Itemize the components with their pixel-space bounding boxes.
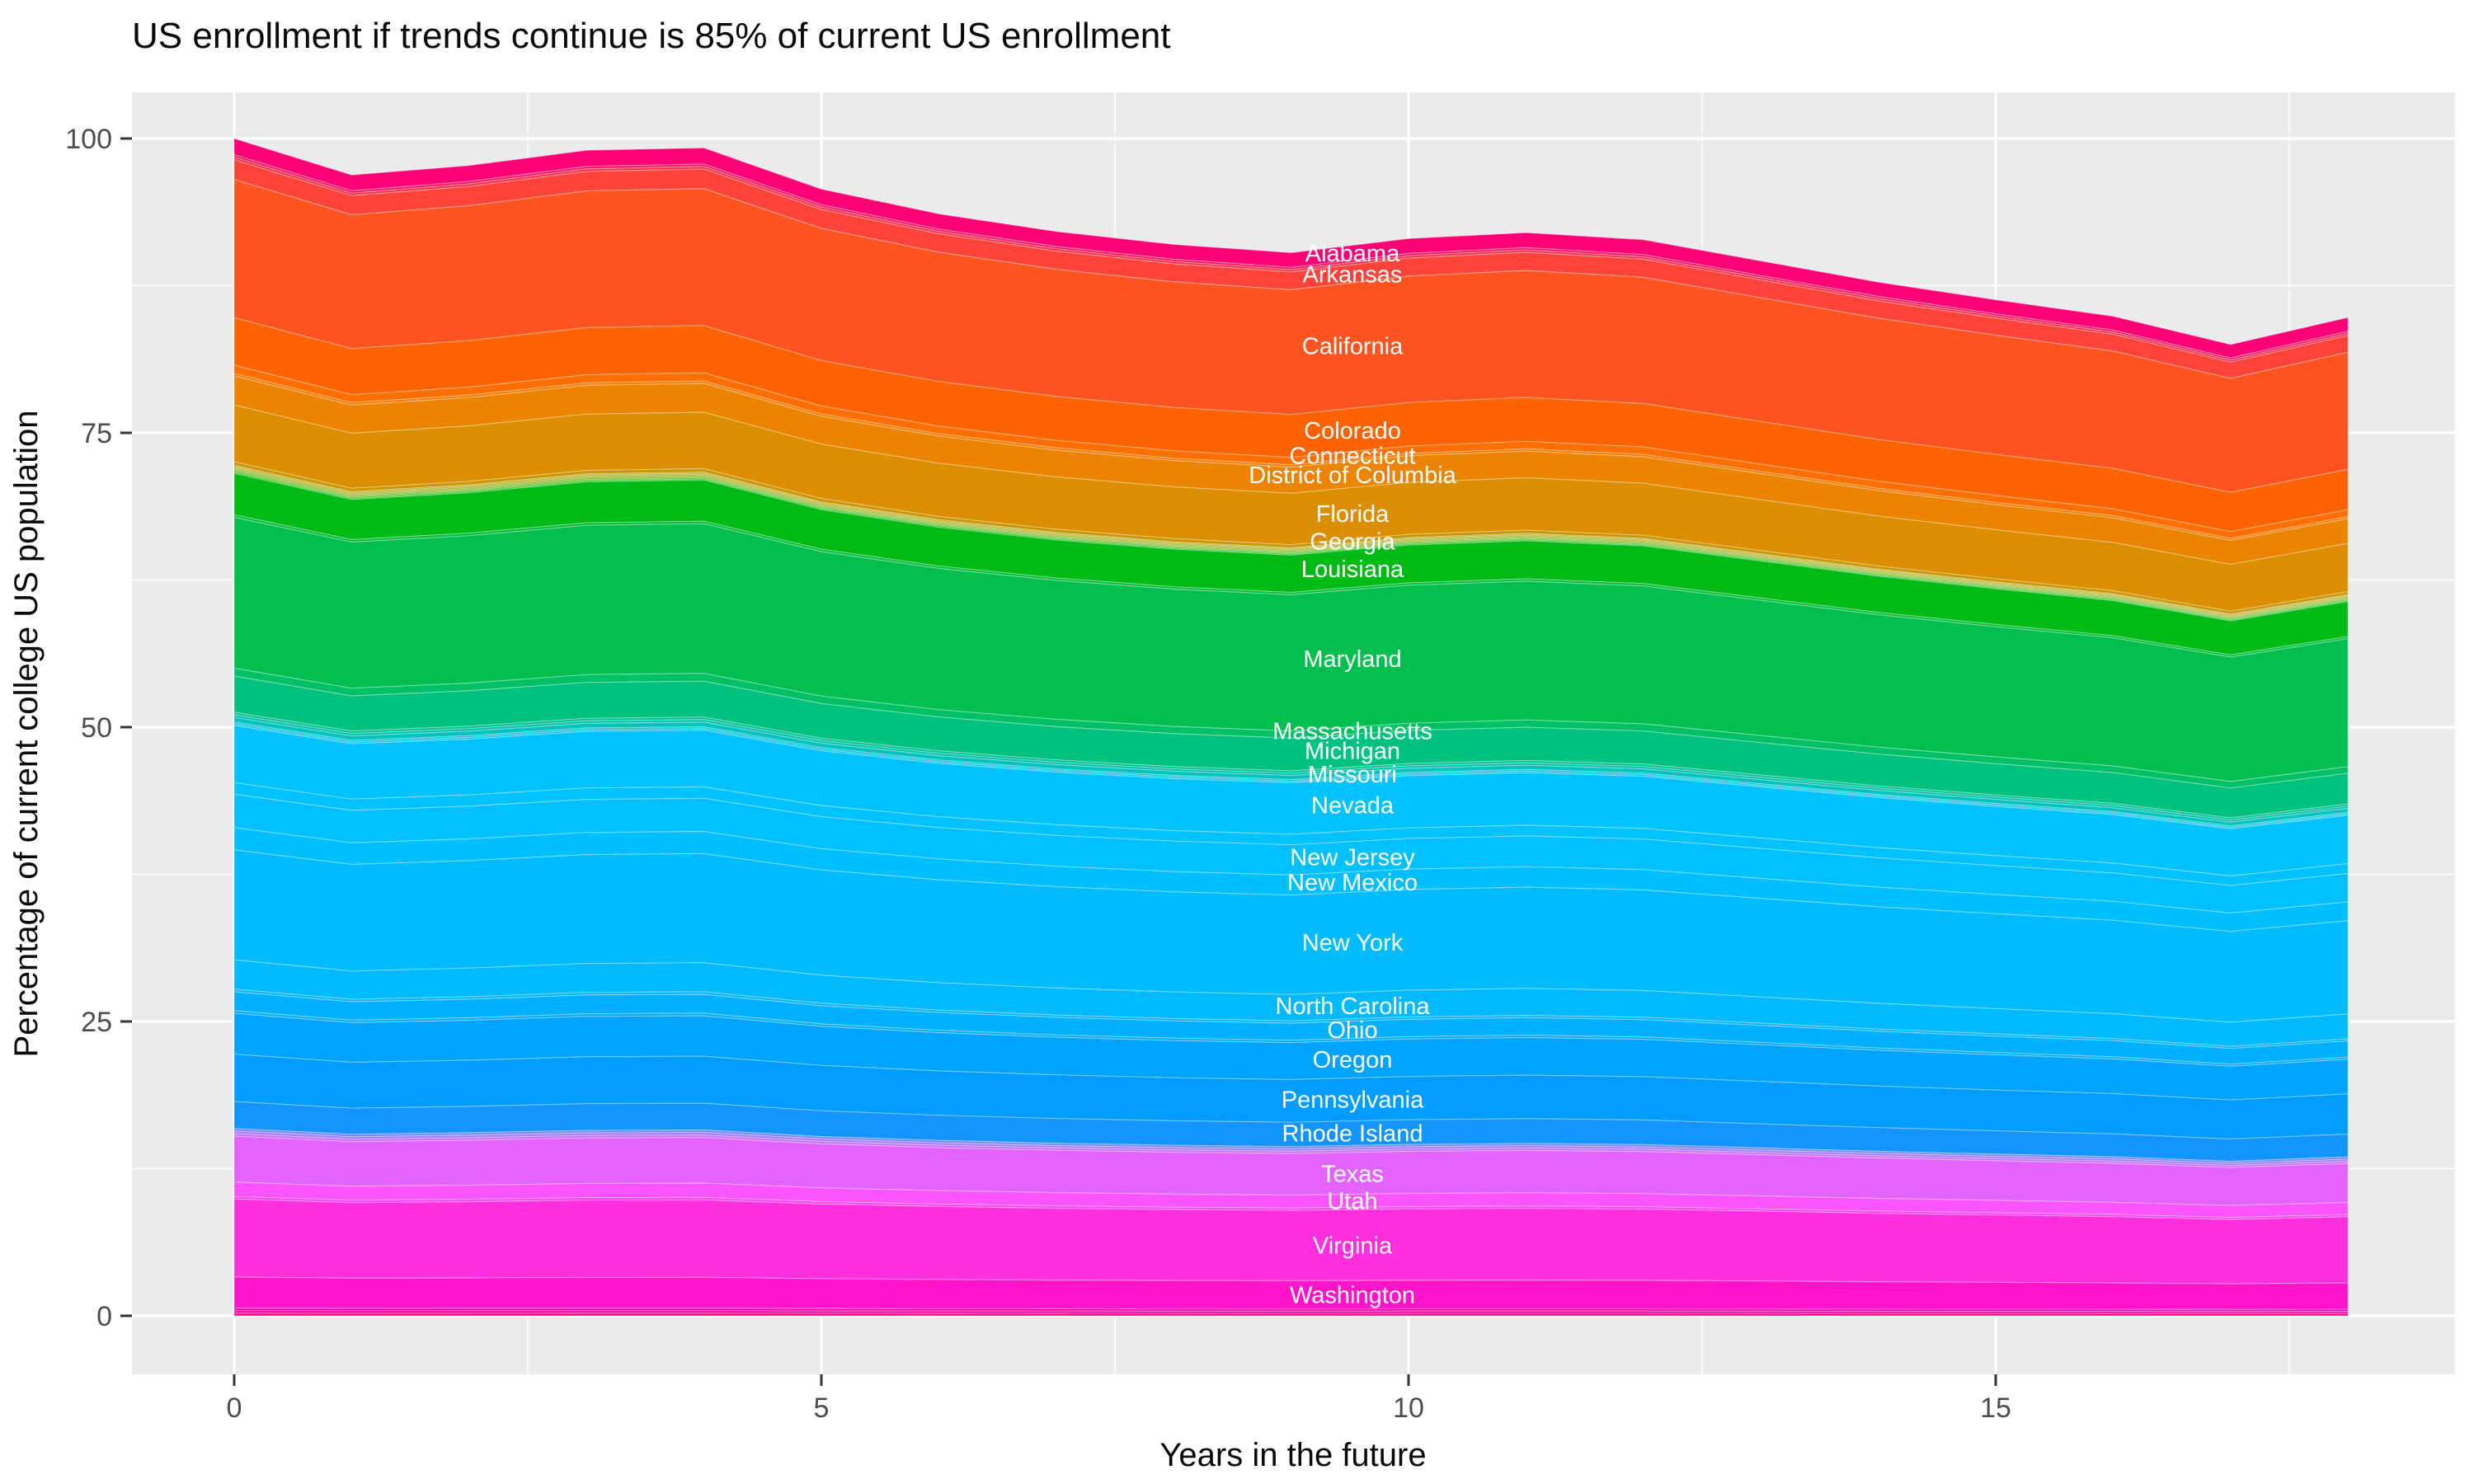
label-oregon: Oregon [1313, 1047, 1393, 1073]
y-tick-label: 0 [96, 1301, 112, 1332]
label-louisiana: Louisiana [1301, 556, 1404, 583]
label-connecticut: Connecticut [1289, 443, 1415, 469]
label-new-mexico: New Mexico [1287, 870, 1418, 896]
label-nevada: Nevada [1311, 793, 1395, 819]
y-tick-label: 50 [81, 712, 112, 744]
y-tick-label: 25 [81, 1007, 112, 1038]
area-wyoming [233, 1313, 2349, 1317]
label-virginia: Virginia [1313, 1233, 1393, 1259]
y-tick-label: 75 [81, 418, 112, 449]
label-michigan: Michigan [1305, 739, 1400, 765]
chart-title: US enrollment if trends continue is 85% … [132, 16, 1170, 56]
label-new-york: New York [1302, 930, 1404, 956]
label-district-of-columbia: District of Columbia [1249, 463, 1456, 489]
label-colorado: Colorado [1304, 418, 1401, 444]
label-pennsylvania: Pennsylvania [1282, 1087, 1424, 1114]
state-areas [233, 138, 2349, 1317]
label-texas: Texas [1321, 1161, 1384, 1187]
axes: 0 5 10 15 0 25 50 75 100 [65, 124, 2011, 1424]
x-tick-label: 15 [1980, 1392, 2011, 1424]
y-axis-title: Percentage of current college US populat… [8, 411, 45, 1058]
label-north-carolina: North Carolina [1276, 993, 1431, 1020]
label-arkansas: Arkansas [1303, 261, 1403, 288]
label-missouri: Missouri [1308, 762, 1397, 788]
x-tick-label: 5 [814, 1392, 830, 1424]
label-california: California [1302, 333, 1404, 359]
label-massachusetts: Massachusetts [1272, 718, 1432, 744]
label-georgia: Georgia [1310, 528, 1395, 555]
x-tick-label: 10 [1393, 1392, 1424, 1424]
label-new-jersey: New Jersey [1290, 844, 1415, 871]
y-tick-label: 100 [65, 124, 112, 155]
label-ohio: Ohio [1327, 1017, 1377, 1044]
label-florida: Florida [1316, 501, 1390, 528]
label-alabama: Alabama [1305, 241, 1400, 267]
label-washington: Washington [1290, 1282, 1415, 1308]
x-axis-title: Years in the future [1159, 1437, 1426, 1473]
label-maryland: Maryland [1303, 646, 1401, 673]
x-tick-label: 0 [227, 1392, 242, 1424]
label-utah: Utah [1327, 1189, 1377, 1215]
label-rhode-island: Rhode Island [1282, 1121, 1423, 1148]
